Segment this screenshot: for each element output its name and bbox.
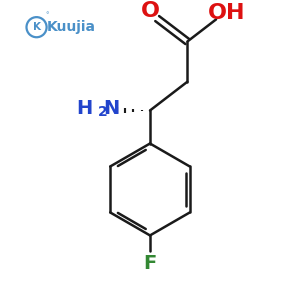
Text: F: F	[143, 254, 157, 273]
Text: 2: 2	[98, 105, 107, 119]
Text: Kuujia: Kuujia	[46, 20, 95, 34]
Text: O: O	[140, 2, 160, 21]
Text: °: °	[46, 13, 49, 19]
Text: N: N	[103, 99, 119, 118]
Text: OH: OH	[208, 3, 246, 23]
Text: K: K	[32, 22, 40, 32]
Text: H: H	[76, 99, 93, 118]
